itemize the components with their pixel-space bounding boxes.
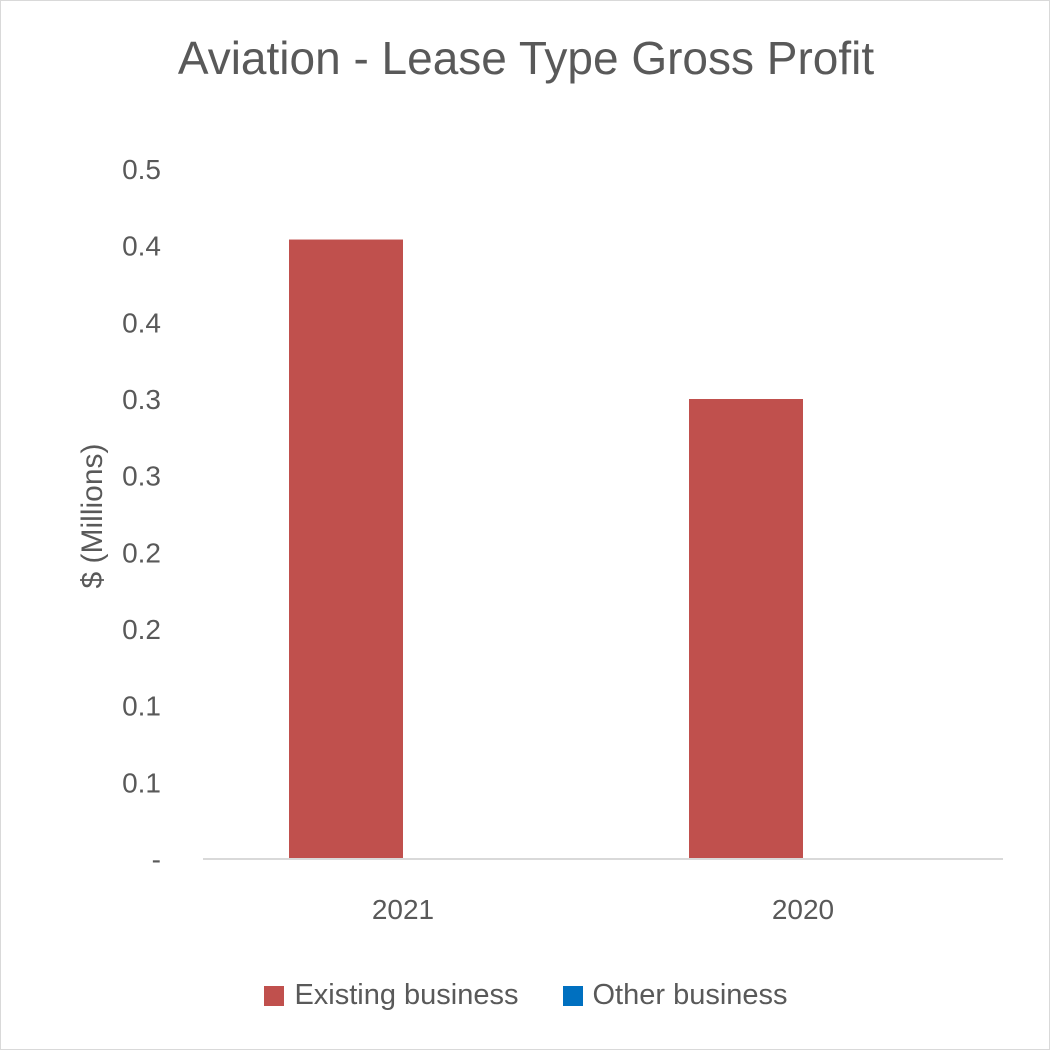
legend: Existing business Other business: [1, 979, 1050, 1012]
bar-existing-business-2020: [689, 399, 803, 859]
y-tick-label: 0.2: [122, 614, 161, 645]
y-tick-label: 0.4: [122, 307, 161, 338]
y-tick-label: 0.5: [122, 154, 161, 185]
legend-swatch-existing-business: [264, 985, 285, 1006]
legend-item-existing-business: Existing business: [264, 979, 519, 1012]
y-tick-label: 0.2: [122, 537, 161, 568]
legend-item-other-business: Other business: [562, 979, 788, 1012]
chart-title: Aviation - Lease Type Gross Profit: [177, 32, 875, 84]
y-tick-label: 0.3: [122, 461, 161, 492]
y-tick-label: 0.3: [122, 384, 161, 415]
y-tick-label: 0.1: [122, 691, 161, 722]
x-tick-label: 2020: [772, 894, 834, 925]
bar-existing-business-2021: [289, 239, 403, 860]
y-tick-label: 0.1: [122, 767, 161, 798]
x-tick-label: 2021: [372, 894, 434, 925]
legend-label-other-business: Other business: [592, 979, 788, 1011]
y-tick-label: 0.4: [122, 231, 161, 262]
legend-swatch-other-business: [562, 985, 583, 1006]
y-tick-label: -: [152, 844, 161, 875]
legend-label-existing-business: Existing business: [294, 979, 519, 1011]
